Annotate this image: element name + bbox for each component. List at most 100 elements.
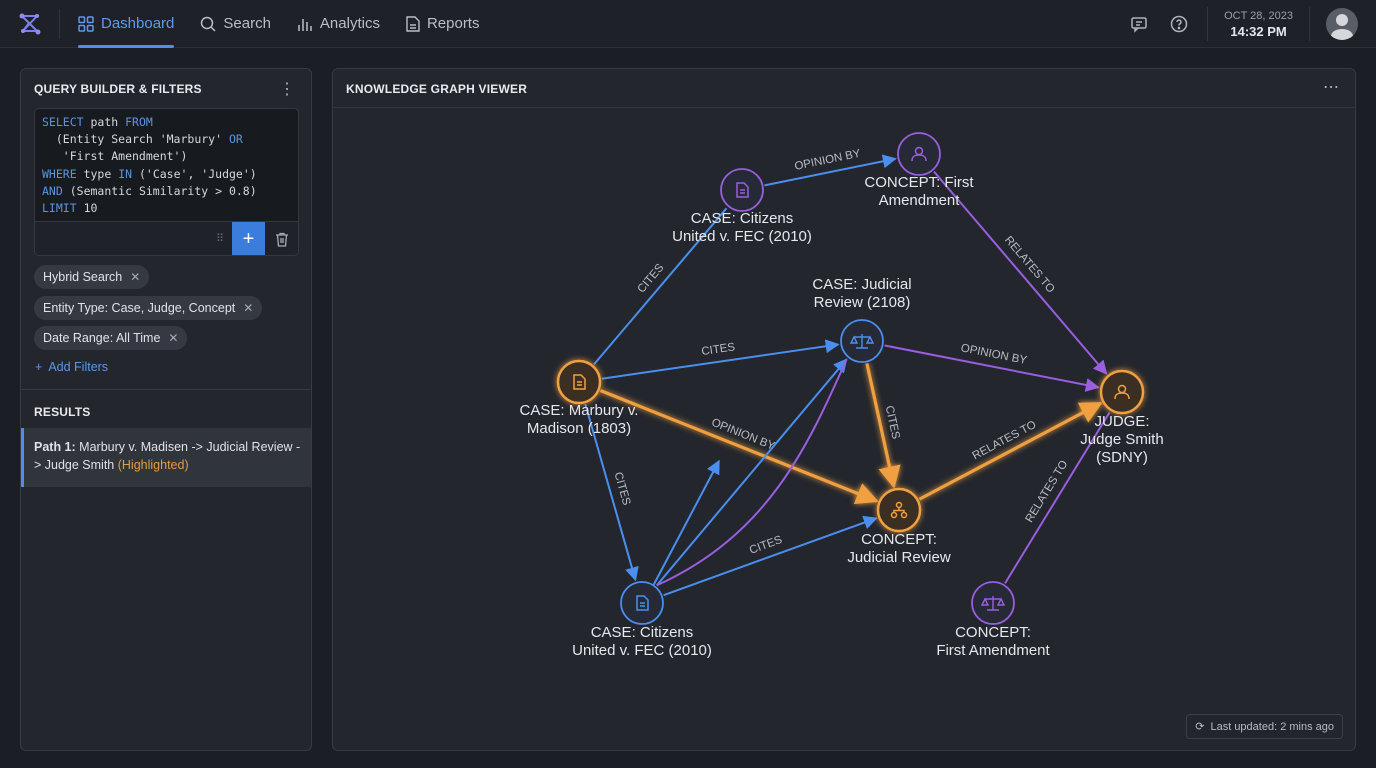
filter-chip: Hybrid Search ✕ [34, 265, 150, 289]
document-icon [573, 374, 586, 390]
scales-icon [849, 334, 875, 349]
graph-edge[interactable] [584, 403, 639, 582]
graph-edge[interactable] [601, 339, 840, 380]
graph-edge[interactable] [593, 207, 728, 366]
code-token: (Entity Search 'Marbury' [42, 132, 229, 147]
query-editor[interactable]: SELECT path FROM (Entity Search 'Marbury… [34, 108, 299, 256]
edge-label: RELATES TO [1002, 234, 1057, 295]
query-builder-panel: QUERY BUILDER & FILTERS ⋮ SELECT path FR… [20, 68, 312, 751]
results-title: RESULTS [34, 405, 91, 419]
graph-edge[interactable] [865, 363, 901, 489]
graph-edge[interactable] [764, 154, 897, 187]
node-label: CASE: Marbury v. [520, 402, 639, 419]
node-label: United v. FEC (2010) [672, 228, 812, 245]
help-icon[interactable] [1159, 15, 1199, 33]
graph-node-judge[interactable]: JUDGE:Judge Smith(SDNY) [1080, 369, 1164, 466]
nav-label: Analytics [319, 15, 380, 32]
result-item[interactable]: Path 1: Marbury v. Madisen -> Judicial R… [21, 428, 311, 487]
edge-label: CITES [883, 405, 902, 441]
code-token: IN [118, 166, 133, 181]
refresh-icon: ⟳ [1195, 721, 1205, 733]
date: OCT 28, 2023 [1224, 9, 1293, 22]
more-options-icon[interactable]: ⋮ [279, 81, 295, 98]
node-label: (SDNY) [1096, 449, 1148, 466]
code-token: (Semantic Similarity > 0.8) [69, 183, 257, 198]
datetime-display: OCT 28, 2023 14:32 PM [1207, 7, 1310, 41]
code-token: 10 [83, 201, 98, 216]
knowledge-graph-panel: KNOWLEDGE GRAPH VIEWER ⋯ OPINION BY RELAT… [332, 68, 1356, 751]
graph-edge[interactable] [652, 459, 720, 587]
code-token: type [83, 166, 119, 181]
add-filters-button[interactable]: + Add Filters [35, 360, 109, 374]
graph-edge[interactable] [933, 170, 1108, 375]
feedback-icon[interactable] [1119, 15, 1159, 33]
remove-filter-icon[interactable]: ✕ [243, 301, 254, 315]
filter-chip-label: Hybrid Search [43, 270, 123, 284]
delete-query-button[interactable] [265, 222, 298, 255]
nav-label: Reports [426, 15, 480, 32]
code-token: OR [228, 132, 243, 147]
node-label: Madison (1803) [527, 420, 631, 437]
add-query-button[interactable]: + [232, 222, 265, 255]
graph-edge[interactable] [663, 515, 878, 597]
avatar[interactable] [1326, 8, 1358, 40]
graph-edge[interactable] [599, 389, 879, 504]
nav-dashboard[interactable]: Dashboard [78, 0, 175, 48]
app-logo-icon[interactable] [0, 8, 60, 39]
hierarchy-icon [890, 501, 908, 519]
node-label: First Amendment [936, 642, 1050, 659]
nav-reports[interactable]: Reports [406, 0, 480, 48]
result-prefix: Path 1: [34, 440, 76, 454]
node-label: Review (2108) [814, 294, 911, 311]
graph-canvas[interactable]: OPINION BY RELATES TO CITES CITES OPINION BY… [333, 69, 1356, 751]
graph-edge[interactable] [1004, 411, 1111, 584]
edge-label: CITES [635, 262, 666, 296]
node-label: JUDGE: [1094, 413, 1149, 430]
bar-chart-icon [297, 16, 313, 32]
node-label: CONCEPT: First [864, 174, 974, 191]
document-icon [636, 595, 649, 611]
nav-label: Dashboard [101, 15, 175, 32]
graph-edge[interactable] [656, 358, 848, 587]
node-label: Judicial Review [847, 549, 951, 566]
result-text: Marbury v. Madisen -> Judicial Review ->… [34, 440, 301, 472]
graph-edge[interactable] [884, 344, 1100, 392]
last-updated-text: Last updated: 2 mins ago [1210, 720, 1334, 733]
graph-node-first-bottom[interactable]: CONCEPT:First Amendment [936, 581, 1051, 659]
graph-edge[interactable] [656, 358, 848, 587]
code-token: WHERE [42, 166, 77, 181]
node-label: Amendment [879, 192, 961, 209]
remove-filter-icon[interactable]: ✕ [168, 331, 179, 345]
result-tag: (Highlighted) [117, 457, 189, 472]
graph-node-marbury[interactable]: CASE: Marbury v.Madison (1803) [520, 359, 639, 437]
add-filters-label: Add Filters [48, 360, 109, 374]
nav-analytics[interactable]: Analytics [297, 0, 380, 48]
code-token: path [90, 115, 126, 129]
nav-label: Search [223, 15, 271, 32]
graph-edge[interactable] [918, 401, 1103, 501]
edge-label: OPINION BY [794, 148, 862, 173]
filter-chip-label: Entity Type: Case, Judge, Concept [43, 301, 236, 315]
remove-filter-icon[interactable]: ✕ [130, 270, 141, 284]
user-icon [911, 146, 927, 162]
node-label: CONCEPT: [861, 531, 937, 548]
nav-search[interactable]: Search [200, 0, 271, 48]
more-options-icon[interactable]: ⋯ [1323, 79, 1339, 96]
graph-node-concept-jr[interactable]: CONCEPT:Judicial Review [847, 487, 951, 566]
edge-label: CITES [611, 471, 632, 507]
panel-title: KNOWLEDGE GRAPH VIEWER [346, 82, 528, 96]
node-label: United v. FEC (2010) [572, 642, 712, 659]
panel-title: QUERY BUILDER & FILTERS [34, 82, 202, 96]
filter-chip: Entity Type: Case, Judge, Concept ✕ [34, 296, 263, 320]
edge-label: OPINION BY [960, 342, 1028, 367]
code-token: 'First Amendment') [42, 149, 188, 164]
last-updated-badge[interactable]: ⟳ Last updated: 2 mins ago [1186, 714, 1343, 739]
search-icon [200, 16, 216, 32]
document-icon [406, 15, 420, 32]
drag-handle-icon[interactable]: ⠿ [215, 233, 224, 245]
grid-icon [78, 15, 94, 32]
